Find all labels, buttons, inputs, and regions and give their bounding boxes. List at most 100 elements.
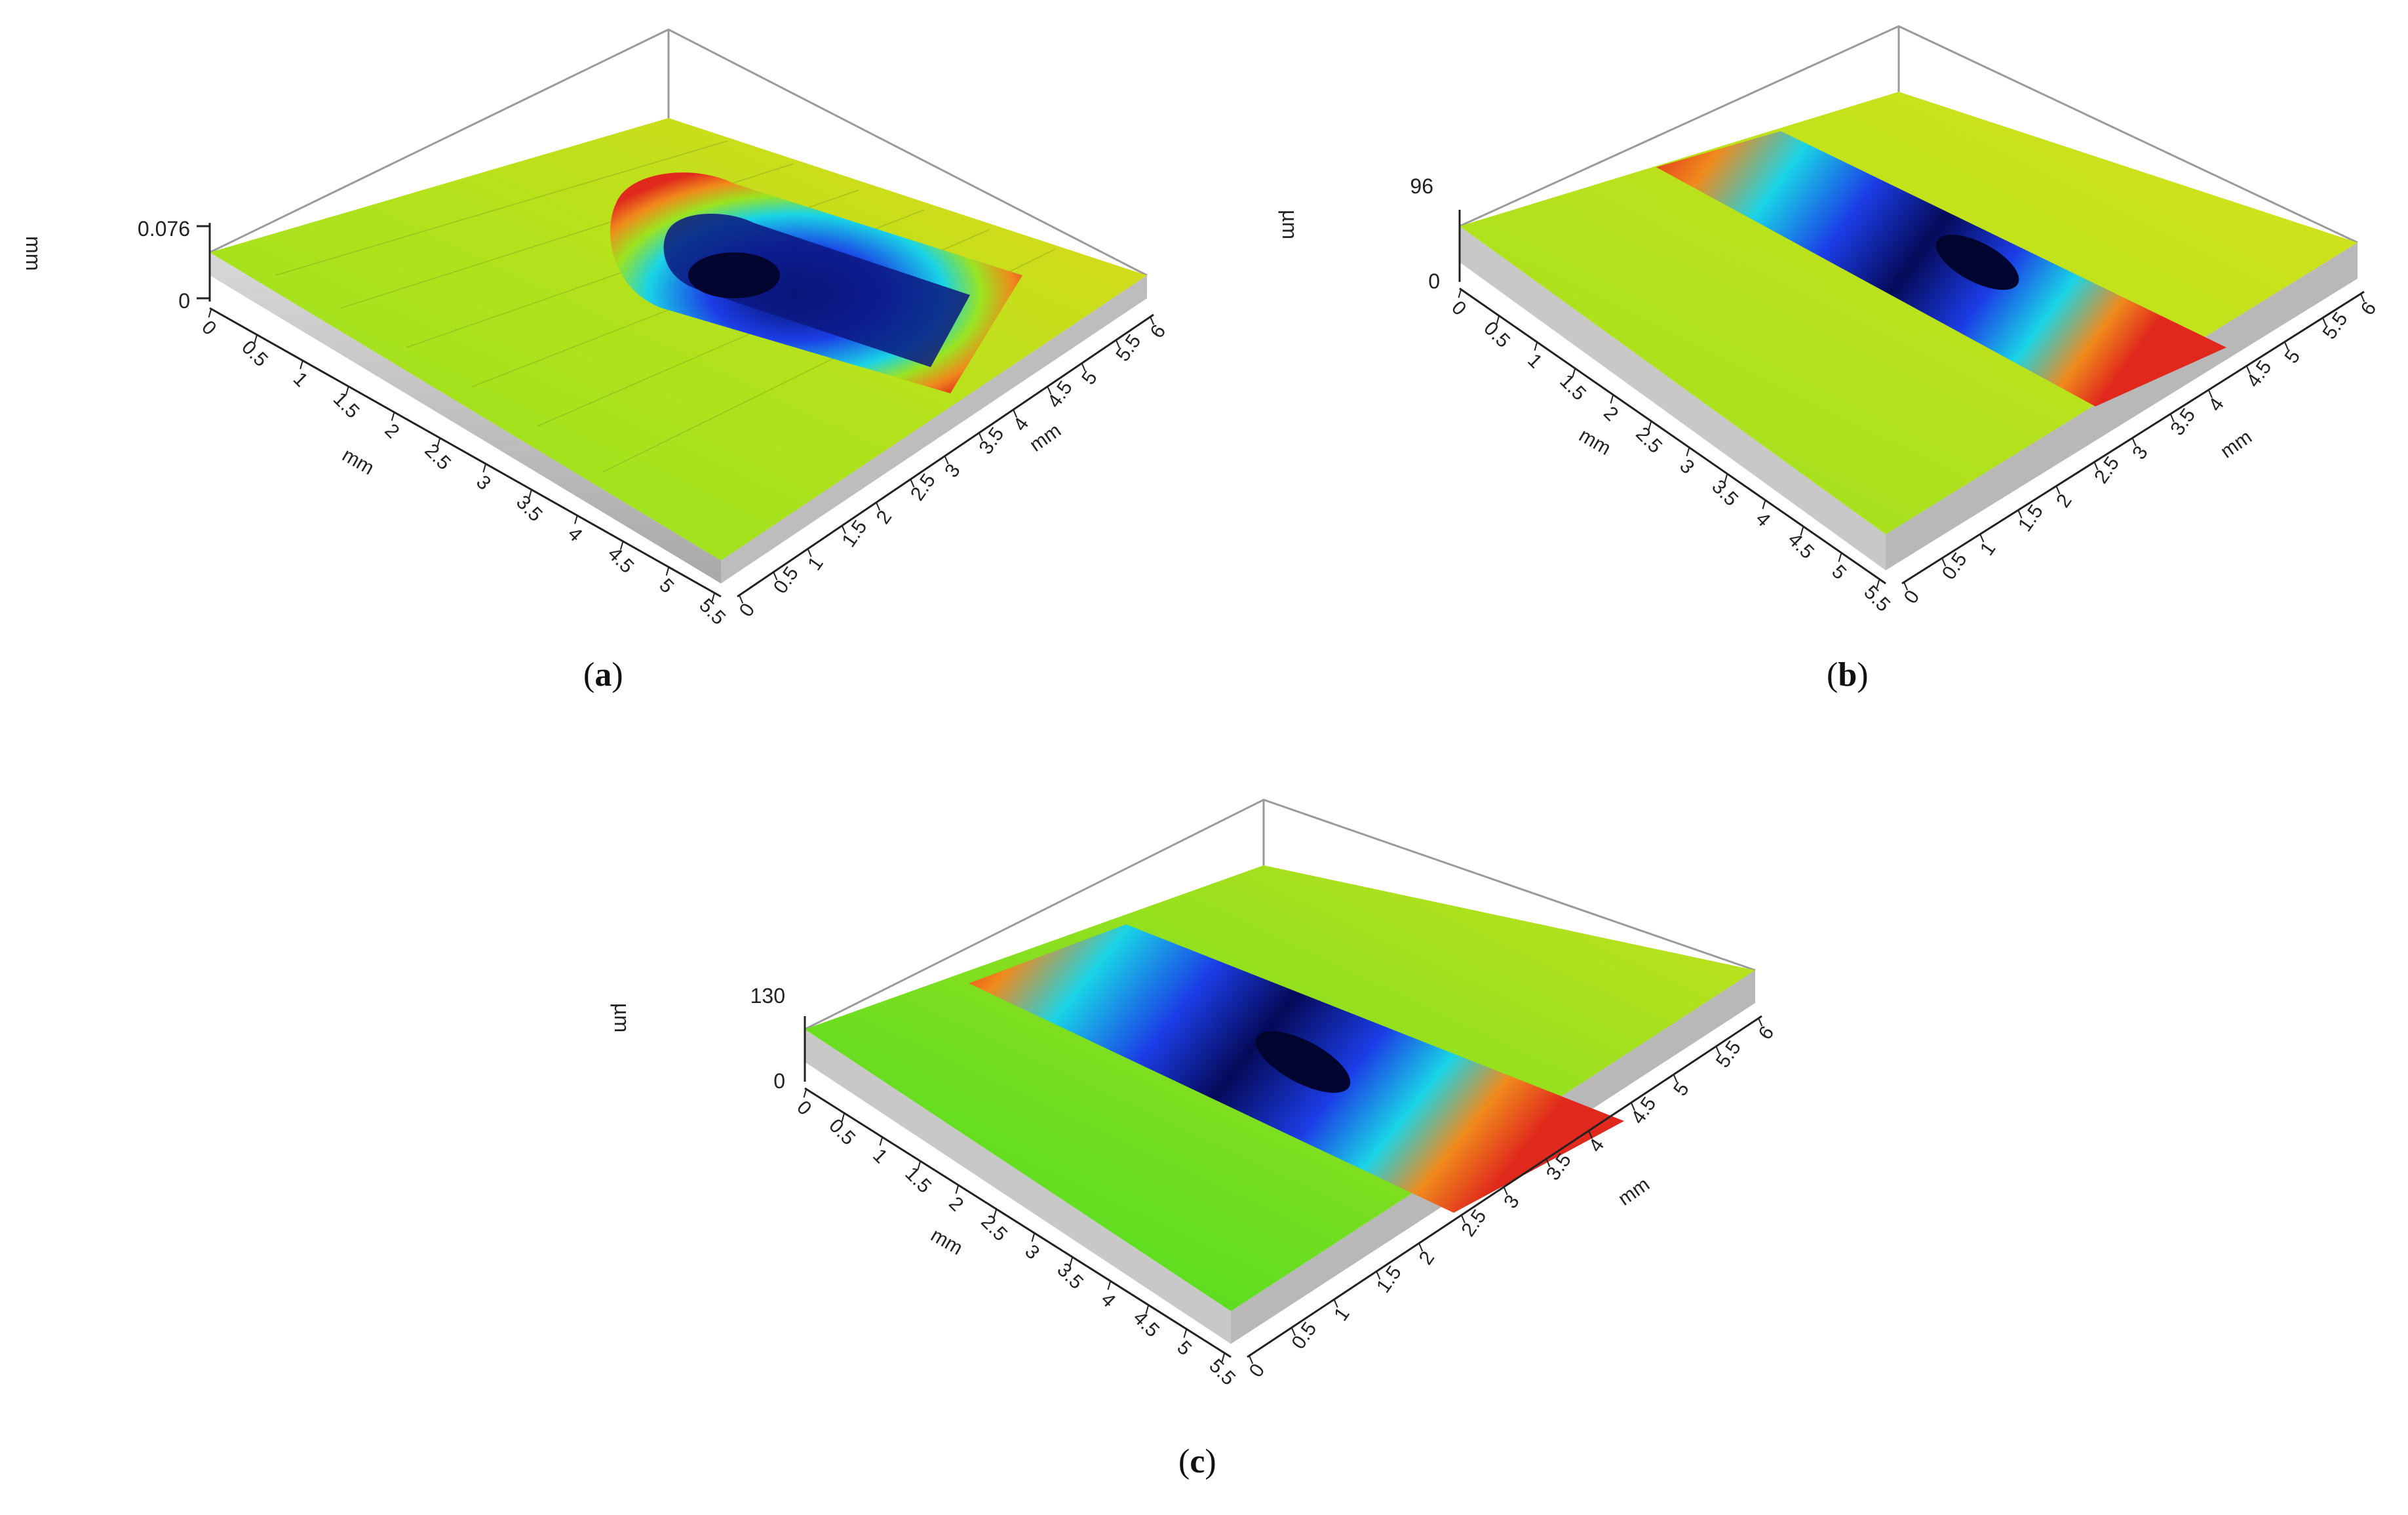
tick-label: 1.5 <box>329 388 364 423</box>
tick-label: 0.5 <box>1938 549 1971 583</box>
tick-mark <box>1291 1327 1296 1336</box>
tick-label: 0 <box>1447 297 1470 320</box>
tick-mark <box>1145 1305 1149 1314</box>
tick-label: 2 <box>872 507 897 528</box>
tick-label: 3 <box>1020 1241 1043 1264</box>
z-min-label-c: 0 <box>773 1069 785 1093</box>
caption-c: (c) <box>1178 1443 1216 1480</box>
z-unit-label-a: mm <box>22 236 45 271</box>
tick-mark <box>528 490 532 499</box>
tick-mark <box>391 412 395 421</box>
tick-mark <box>993 1209 997 1218</box>
tick-mark <box>1572 368 1576 378</box>
tick-mark <box>1762 500 1766 509</box>
tick-mark <box>2207 389 2213 399</box>
tick-label: 4.5 <box>1627 1093 1660 1128</box>
tick-mark <box>2055 485 2061 494</box>
y-axis-a <box>737 313 1154 598</box>
tick-mark <box>955 1185 959 1194</box>
tick-mark <box>482 463 486 473</box>
x-unit-label-b: mm <box>1576 424 1615 460</box>
tick-label: 3.5 <box>2166 404 2200 439</box>
tick-mark <box>254 335 258 344</box>
tick-mark <box>345 386 349 395</box>
tick-mark <box>841 525 846 534</box>
tick-mark <box>1031 1233 1035 1242</box>
tick-mark <box>1221 1353 1225 1362</box>
tick-label: 5.5 <box>1859 581 1894 616</box>
tick-mark <box>2245 365 2251 374</box>
tick-label: 5.5 <box>2319 309 2352 344</box>
tick-label: 3.5 <box>512 491 547 526</box>
z-max-label-c: 130 <box>750 984 785 1008</box>
tick-mark <box>2283 341 2289 350</box>
tick-mark <box>1838 553 1842 562</box>
tick-mark <box>1724 474 1728 483</box>
tick-label: 6 <box>1146 321 1171 342</box>
tick-label: 2 <box>1415 1248 1439 1269</box>
surface-top <box>210 118 1147 561</box>
y-unit-label-a: mm <box>1026 420 1065 456</box>
tick-mark <box>1610 395 1614 404</box>
tick-mark <box>773 572 778 581</box>
tick-label: 6 <box>2357 298 2381 319</box>
tick-label: 2 <box>380 420 403 443</box>
surface-plot-b: 96 0 µm 00.511.522.533.544.555.5 mm 00.5… <box>1278 25 2381 616</box>
tick-label: 0.5 <box>1287 1318 1321 1353</box>
tick-label: 5 <box>1078 367 1102 389</box>
surface-plot-c: 130 0 µm 00.511.522.533.544.555.5 mm 00.… <box>610 798 1778 1390</box>
tick-label: 3 <box>2128 442 2152 463</box>
tick-mark <box>1876 580 1880 589</box>
tick-label: 3 <box>1675 455 1698 478</box>
tick-label: 1 <box>868 1145 891 1168</box>
z-min-label-a: 0 <box>178 289 190 313</box>
tick-label: 0 <box>197 317 220 340</box>
tick-mark <box>1460 1215 1466 1224</box>
tick-label: 2.5 <box>1457 1206 1490 1240</box>
tick-label: 0 <box>1245 1360 1270 1381</box>
tick-label: 1 <box>804 553 828 575</box>
z-min-label-b: 0 <box>1428 269 1440 293</box>
tick-mark <box>1418 1242 1424 1251</box>
caption-b: (b) <box>1827 656 1869 694</box>
tick-label: 0 <box>792 1097 815 1120</box>
tick-mark <box>1534 342 1538 351</box>
tick-mark <box>1115 340 1120 349</box>
z-max-label-a: 0.076 <box>138 217 190 241</box>
tick-mark <box>2169 413 2175 422</box>
tick-mark <box>1376 1270 1381 1280</box>
tick-label: 3 <box>472 471 495 494</box>
tick-mark <box>711 593 715 602</box>
tick-mark <box>665 567 670 576</box>
tick-mark <box>879 1137 883 1146</box>
tick-label: 5 <box>2281 346 2305 368</box>
surface-top <box>1460 92 2358 534</box>
tick-mark <box>944 456 949 465</box>
tick-label: 2 <box>2052 490 2076 512</box>
tick-mark <box>300 361 303 370</box>
x-unit-label-a: mm <box>339 444 378 479</box>
tick-label: 1.5 <box>2014 501 2048 536</box>
panel-a: 0.076 0 mm 0 0.5 1 1.5 2 2.5 3 3.5 4 4.5 5 5.5 mm 0… <box>0 0 1204 721</box>
front-left-wall <box>1460 226 1886 570</box>
tick-mark <box>1458 289 1462 298</box>
tick-mark <box>1081 363 1086 372</box>
tick-label: 4 <box>564 523 587 546</box>
tick-label: 2 <box>1599 403 1622 425</box>
tick-mark <box>1648 422 1652 430</box>
tick-mark <box>807 548 812 557</box>
tick-mark <box>876 502 881 511</box>
tick-label: 4.5 <box>604 543 638 578</box>
tick-mark <box>1800 527 1804 536</box>
tick-mark <box>978 432 983 441</box>
tick-mark <box>1979 534 1985 543</box>
tick-label: 5.5 <box>1712 1037 1745 1072</box>
tick-label: 1 <box>1523 349 1546 372</box>
y-unit-label-c: mm <box>1614 1173 1654 1210</box>
tick-label: 2.5 <box>2090 453 2124 488</box>
tick-label: 5.5 <box>1112 330 1145 365</box>
tick-label: 5 <box>1173 1337 1195 1360</box>
tick-mark <box>1150 316 1155 325</box>
tick-label: 4 <box>1751 508 1774 531</box>
z-unit-label-b: µm <box>1278 210 1302 239</box>
